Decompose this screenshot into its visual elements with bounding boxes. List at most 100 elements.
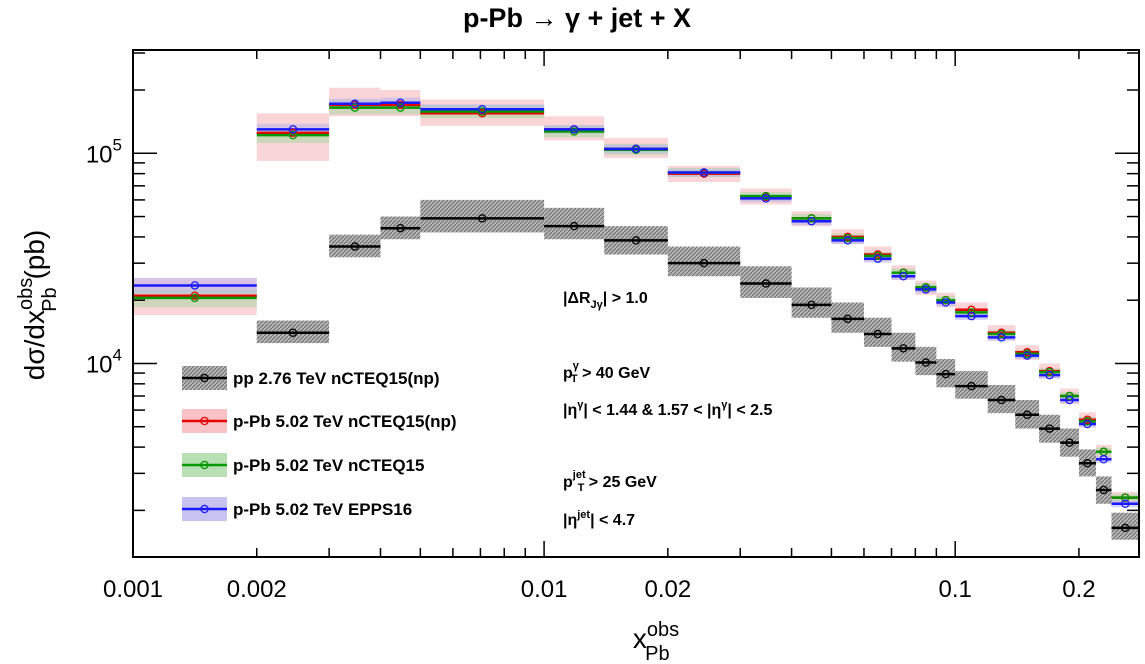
x-tick-label: 0.1 [938,576,971,603]
data-markers [190,98,1130,533]
point-s2-b16 [997,329,1006,339]
band-s0-b21 [1111,512,1139,540]
point-s3-b12 [899,271,908,281]
point-s3-b16 [997,333,1006,342]
point-s3-b2 [350,99,360,109]
x-axis-label: xobs Pb [633,619,679,664]
point-s2-b18 [1045,367,1054,377]
x-axis-ticks: 0.001 0.002 0.01 0.02 0.1 0.2 [103,50,1096,603]
point-s3-b5 [569,125,579,134]
point-s3-b10 [843,236,852,245]
x-tick-label: 0.01 [521,576,568,603]
point-s0-b13 [941,369,951,379]
band-s0-b3 [420,199,545,233]
point-s3-b19 [1065,395,1074,405]
point-s0-b4 [569,221,579,231]
point-s3-b22 [1120,499,1130,509]
annotation-etag: |ηγ​| < 1.44 & 1.57 < |ηγ​| < 2.5 [563,399,772,419]
point-s3-b0 [190,281,200,290]
point-s0-b12 [921,358,931,367]
point-s0-b10 [873,329,882,339]
point-s1-b15 [967,305,976,315]
point-s2-b9 [807,214,816,223]
band-s0-b7 [740,266,792,298]
legend-swatch-marker [200,373,209,383]
point-s3-b15 [967,311,976,321]
point-s0-b8 [807,300,816,310]
point-s3-b17 [1022,351,1032,360]
point-s2-b0 [190,293,200,303]
point-s2-b2 [350,103,360,112]
kinematic-cuts: |ΔRJγ​| > 1.0 pγT​ > 40 GeV |ηγ​| < 1.44 &… [563,290,772,529]
point-s3-b1 [288,125,298,134]
point-s2-b19 [1065,391,1074,401]
point-s0-b17 [1045,424,1054,433]
point-s2-b14 [941,295,951,305]
annotation-dr: |ΔRJγ​| > 1.0 [563,290,648,311]
point-s3-b4 [477,104,487,114]
point-s0-b14 [967,381,976,391]
point-s0-b15 [997,395,1006,405]
point-s0-b0 [288,328,298,337]
point-s0-b2 [396,223,405,233]
legend-label: p-Pb 5.02 TeV nCTEQ15(np) [233,412,457,431]
legend-swatch-marker [200,416,209,426]
central-value-lines [133,101,1139,530]
point-s3-b20 [1083,419,1092,429]
band-s0-b12 [915,346,937,376]
point-s0-b1 [350,242,360,251]
point-s3-b9 [807,216,816,226]
point-s0-b21 [1120,523,1130,533]
point-s0-b5 [631,236,641,245]
legend: pp 2.76 TeV nCTEQ15(np) p-Pb 5.02 TeV nCT… [182,366,457,521]
point-s2-b20 [1083,417,1092,426]
point-s0-b19 [1083,459,1092,468]
point-s2-b3 [396,103,405,112]
annotation-ptg: pγT​ > 40 GeV [563,360,650,385]
point-s2-b11 [873,251,882,261]
band-s0-b10 [863,317,892,347]
chart-title: p-Pb → γ + jet + X [463,3,691,33]
annotation-etaj: |ηjet​| < 4.7 [563,509,635,529]
point-s0-b16 [1022,410,1032,420]
legend-label: p-Pb 5.02 TeV EPPS16 [233,500,412,519]
point-s0-b7 [761,279,771,288]
point-s0-b9 [843,314,852,324]
legend-label: pp 2.76 TeV nCTEQ15(np) [233,369,440,388]
point-s3-b18 [1045,370,1054,380]
point-s3-b14 [941,298,951,307]
x-tick-label: 0.02 [644,576,691,603]
band-s0-b4 [544,207,605,240]
point-s3-b3 [396,98,405,107]
legend-swatch-marker [200,504,209,514]
point-s3-b21 [1099,455,1108,464]
x-tick-label: 0.002 [227,576,287,603]
point-s0-b6 [699,258,709,268]
point-s3-b6 [631,144,641,154]
y-tick-label: 105 [86,135,122,168]
x-tick-label: 0.2 [1062,576,1095,603]
y-axis-label: dσ/dxobs Pb (pb) [15,230,61,381]
y-tick-label: 104 [86,345,122,378]
point-s3-b7 [699,168,709,177]
band-s0-b6 [667,246,741,277]
legend-swatch-marker [200,460,209,470]
point-s2-b22 [1120,493,1130,502]
point-s2-b1 [288,130,298,140]
band-s0-b14 [955,371,988,399]
point-s2-b4 [477,107,487,116]
plot-frame [132,49,1140,558]
point-s2-b10 [843,233,852,243]
point-s0-b18 [1065,438,1074,447]
point-s0-b20 [1099,485,1108,495]
point-s0-b3 [477,214,487,223]
point-s3-b13 [921,285,931,294]
legend-label: p-Pb 5.02 TeV nCTEQ15 [233,456,424,475]
band-s0-b8 [791,287,832,318]
x-tick-label: 0.001 [103,576,163,603]
point-s2-b12 [899,268,908,278]
y-axis-ticks: 104 105 [86,52,1139,512]
point-s3-b8 [761,194,771,203]
